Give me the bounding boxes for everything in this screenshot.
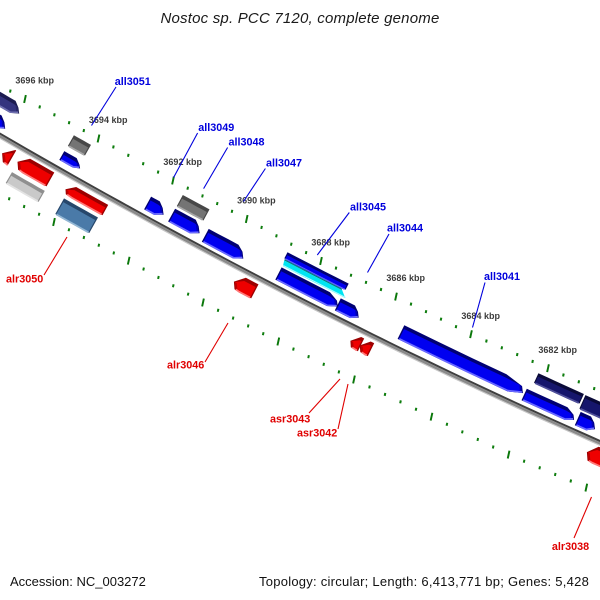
svg-text:3690 kbp: 3690 kbp <box>237 196 276 206</box>
svg-text:all3047: all3047 <box>266 157 302 169</box>
svg-text:asr3042: asr3042 <box>297 428 337 440</box>
svg-text:alr3050: alr3050 <box>6 273 43 285</box>
svg-text:3684 kbp: 3684 kbp <box>461 311 500 321</box>
svg-text:all3051: all3051 <box>115 76 151 88</box>
svg-text:all3041: all3041 <box>484 271 520 283</box>
svg-text:3696 kbp: 3696 kbp <box>15 76 54 86</box>
svg-text:3682 kbp: 3682 kbp <box>538 345 577 355</box>
svg-text:3692 kbp: 3692 kbp <box>163 157 202 167</box>
svg-text:alr3038: alr3038 <box>552 541 589 553</box>
svg-text:all3044: all3044 <box>387 223 423 235</box>
svg-text:3688 kbp: 3688 kbp <box>311 238 350 248</box>
svg-text:all3048: all3048 <box>229 136 265 148</box>
svg-text:all3045: all3045 <box>350 201 386 213</box>
svg-text:asr3043: asr3043 <box>270 414 310 426</box>
svg-text:3694 kbp: 3694 kbp <box>89 115 128 125</box>
svg-text:alr3046: alr3046 <box>167 360 204 372</box>
svg-text:all3049: all3049 <box>198 122 234 134</box>
svg-text:3686 kbp: 3686 kbp <box>386 273 425 283</box>
